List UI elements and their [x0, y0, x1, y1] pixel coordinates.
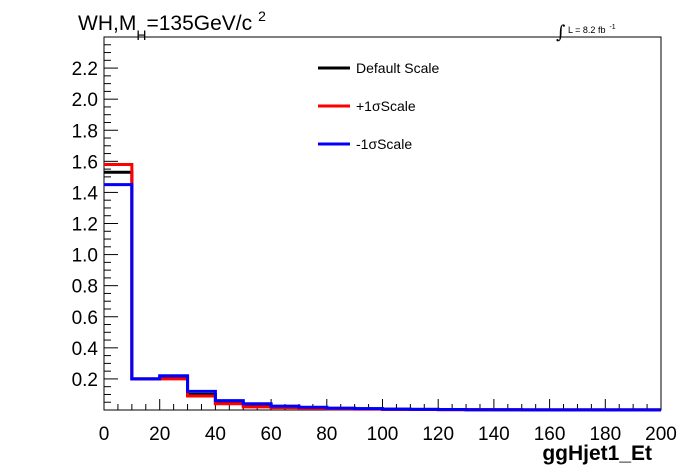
y-tick-label: 0.6 — [72, 308, 98, 329]
y-tick-label: 2.0 — [72, 90, 98, 111]
x-tick-label: 160 — [534, 424, 566, 445]
legend-label: -1σScale — [356, 136, 412, 152]
title-superscript: 2 — [258, 8, 266, 24]
lumi-superscript: -1 — [609, 24, 615, 31]
x-tick-label: 180 — [589, 424, 621, 445]
y-tick-label: 1.8 — [72, 121, 98, 142]
x-tick-label: 20 — [149, 424, 170, 445]
x-axis-label: ggHjet1_Et — [542, 442, 652, 465]
legend-label: Default Scale — [356, 60, 439, 76]
legend: Default Scale +1σScale -1σScale — [318, 60, 439, 152]
lumi-label: L = 8.2 fb -1 — [568, 24, 616, 35]
x-tick-label: 120 — [422, 424, 454, 445]
x-tick-label: 80 — [316, 424, 337, 445]
y-tick-label: 1.6 — [72, 152, 98, 173]
y-tick-label: 0.4 — [72, 339, 99, 360]
lumi-text: L = 8.2 fb — [568, 25, 605, 35]
series-line — [104, 183, 661, 412]
y-tick-label: 0.2 — [72, 370, 98, 391]
x-tick-label: 200 — [645, 424, 677, 445]
x-tick-label: 0 — [99, 424, 110, 445]
x-tick-label: 140 — [478, 424, 510, 445]
legend-label: +1σScale — [356, 98, 416, 114]
y-tick-label: 2.2 — [72, 59, 98, 80]
chart-title: WH,MH=135GeV/c 2 — [78, 8, 266, 43]
title-main: WH,M — [78, 12, 136, 35]
x-axis-ticks: 0 20 40 60 80 100 120 140 160 180 200 — [99, 399, 677, 445]
x-tick-label: 40 — [205, 424, 226, 445]
lumi-integral-sign: ∫ — [556, 22, 566, 43]
x-tick-label: 100 — [367, 424, 399, 445]
y-axis-ticks: 0.2 0.4 0.6 0.8 1.0 1.2 1.4 1.6 1.8 2.0 2.2 — [72, 36, 118, 411]
title-rest: =135GeV/c — [146, 12, 252, 35]
y-tick-label: 1.4 — [72, 183, 99, 204]
title-subscript: H — [136, 27, 146, 43]
y-tick-label: 1.0 — [72, 246, 98, 267]
histogram-series — [104, 162, 661, 412]
y-tick-label: 0.8 — [72, 277, 98, 298]
x-tick-label: 60 — [261, 424, 282, 445]
y-tick-label: 1.2 — [72, 215, 98, 236]
